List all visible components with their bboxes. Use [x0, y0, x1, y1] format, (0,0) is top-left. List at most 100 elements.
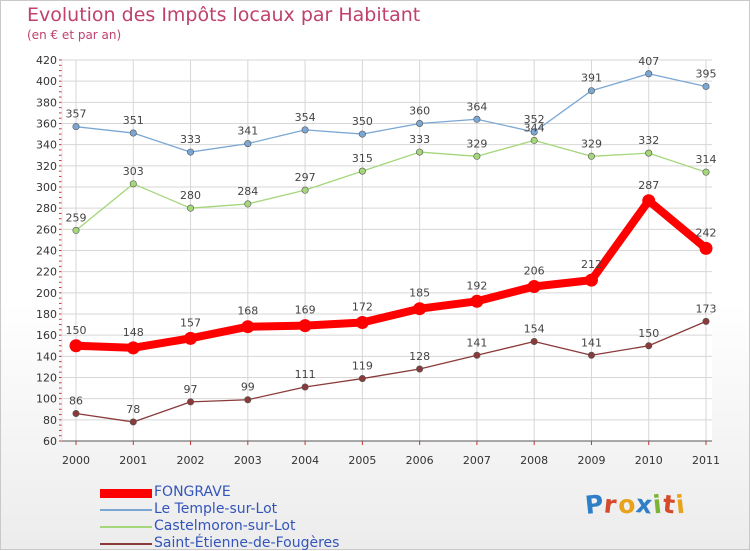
data-point-0	[126, 341, 140, 355]
data-point-1	[301, 126, 309, 134]
data-label-2: 315	[352, 152, 373, 165]
y-tick-label: 140	[36, 350, 57, 363]
data-point-3	[244, 396, 252, 404]
data-point-1	[129, 129, 137, 137]
y-tick-label: 80	[43, 414, 57, 427]
data-labels: 150 148 157 168 169 172 185 192 206 212 287 242 357 3…	[66, 55, 717, 416]
data-point-2	[301, 186, 309, 194]
data-point-1	[530, 128, 538, 136]
data-point-1	[358, 130, 366, 138]
y-tick-label: 420	[36, 54, 57, 67]
data-label-3: 128	[409, 350, 430, 363]
data-point-0	[413, 302, 427, 316]
series-line-0	[72, 196, 710, 352]
legend-label: Saint-Étienne-de-Fougères	[154, 535, 340, 551]
data-label-1: 354	[295, 111, 316, 124]
data-point-2	[587, 152, 595, 160]
x-tick-label: 2006	[406, 454, 434, 467]
legend-label: Le Temple-sur-Lot	[154, 501, 278, 517]
data-label-0: 287	[638, 179, 659, 192]
data-point-3	[587, 351, 595, 359]
data-label-0: 206	[524, 264, 545, 277]
legend-label: FONGRAVE	[154, 484, 231, 500]
y-tick-label: 300	[36, 181, 57, 194]
x-tick-label: 2007	[463, 454, 491, 467]
data-label-1: 333	[180, 133, 201, 146]
data-label-1: 364	[466, 100, 487, 113]
data-label-3: 154	[524, 323, 545, 336]
data-point-3	[301, 383, 309, 391]
data-point-0	[470, 294, 484, 308]
data-label-1: 350	[352, 115, 373, 128]
y-tick-label: 320	[36, 160, 57, 173]
data-label-0: 168	[237, 305, 258, 318]
y-tick-label: 260	[36, 223, 57, 236]
y-tick-label: 180	[36, 308, 57, 321]
series-line-2	[75, 139, 707, 232]
data-label-0: 192	[466, 279, 487, 292]
data-point-0	[584, 273, 598, 287]
chart-subtitle: (en € et par an)	[27, 28, 122, 42]
data-label-3: 141	[466, 336, 487, 349]
data-point-0	[241, 320, 255, 334]
y-tick-label: 120	[36, 372, 57, 385]
y-tick-label: 60	[43, 435, 57, 448]
data-point-0	[355, 315, 369, 329]
data-label-2: 333	[409, 133, 430, 146]
data-label-1: 351	[123, 114, 144, 127]
x-tick-label: 2003	[234, 454, 262, 467]
data-point-1	[702, 82, 710, 90]
series-line-1	[75, 73, 707, 153]
x-tick-label: 2009	[577, 454, 605, 467]
y-tick-label: 380	[36, 96, 57, 109]
y-tick-label: 200	[36, 287, 57, 300]
x-tick-label: 2011	[692, 454, 720, 467]
data-point-3	[473, 351, 481, 359]
chart-title: Evolution des Impôts locaux par Habitant	[27, 4, 421, 26]
data-point-1	[645, 70, 653, 78]
data-point-2	[645, 149, 653, 157]
y-tick-label: 240	[36, 245, 57, 258]
data-label-1: 391	[581, 72, 602, 85]
data-label-0: 242	[696, 226, 717, 239]
data-label-0: 212	[581, 258, 602, 271]
data-point-3	[187, 398, 195, 406]
data-point-2	[530, 136, 538, 144]
data-point-3	[645, 342, 653, 350]
proxiti-logo: Proxiti	[584, 489, 687, 520]
y-tick-label: 100	[36, 393, 57, 406]
data-point-2	[129, 180, 137, 188]
data-point-1	[416, 120, 424, 128]
data-label-3: 119	[352, 360, 373, 373]
data-point-2	[244, 200, 252, 208]
x-tick-label: 2010	[635, 454, 663, 467]
data-point-0	[184, 331, 198, 345]
data-point-2	[416, 148, 424, 156]
x-tick-label: 2000	[62, 454, 90, 467]
data-label-1: 407	[638, 55, 659, 68]
data-point-1	[187, 148, 195, 156]
data-label-3: 141	[581, 336, 602, 349]
data-point-3	[416, 365, 424, 373]
data-point-1	[72, 123, 80, 131]
data-label-1: 357	[66, 108, 87, 121]
data-point-3	[530, 338, 538, 346]
series-line-3	[75, 320, 707, 423]
data-point-0	[699, 241, 713, 255]
data-label-0: 169	[295, 304, 316, 317]
x-tick-label: 2008	[520, 454, 548, 467]
data-label-3: 111	[295, 368, 316, 381]
data-label-3: 78	[126, 403, 140, 416]
data-point-2	[358, 167, 366, 175]
data-label-2: 329	[581, 137, 602, 150]
data-point-3	[72, 409, 80, 417]
data-label-1: 341	[237, 125, 258, 138]
data-label-0: 148	[123, 326, 144, 339]
data-point-1	[244, 140, 252, 148]
data-point-2	[72, 226, 80, 234]
legend-swatch	[100, 543, 152, 545]
grid-lines	[62, 59, 712, 442]
x-tick-label: 2005	[348, 454, 376, 467]
y-tick-label: 220	[36, 266, 57, 279]
data-label-3: 97	[184, 383, 198, 396]
